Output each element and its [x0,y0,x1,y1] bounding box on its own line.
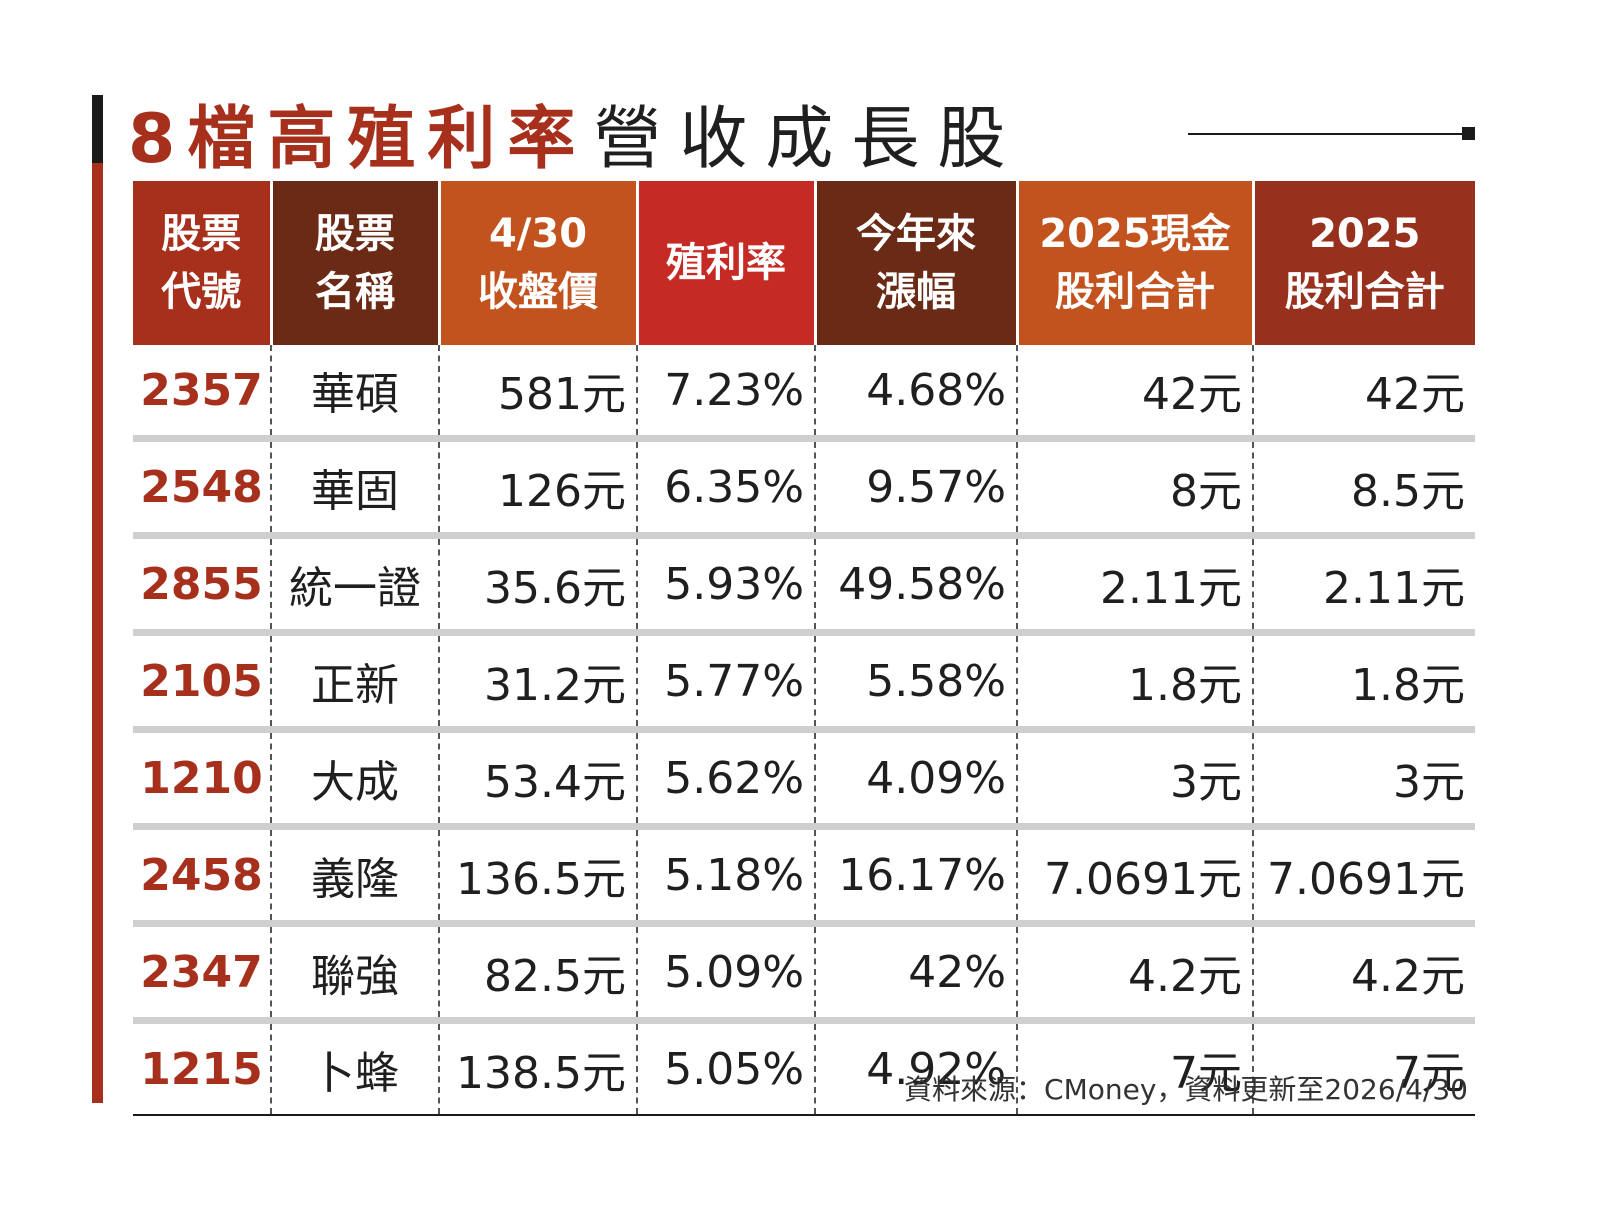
cell-stock-code: 1210 [133,729,272,830]
header-label-line1: 殖利率 [666,240,786,286]
cell-yield: 5.93% [637,535,816,636]
cell-close-price: 581元 [439,345,638,442]
cell-total-dividend: 8.5元 [1253,438,1475,539]
cell-close-price: 31.2元 [439,632,638,733]
stock-table: 股票 代號 股票 名稱 4/30 收盤價 殖利率 今年來 漲幅 2025現金 股利合計 2025 股利合… [133,181,1475,1116]
cell-ytd-change: 5.58% [815,632,1018,733]
cell-stock-name: 統一證 [271,535,440,636]
table-row: 2548 華固 126元 6.35% 9.57% 8元 8.5元 [133,438,1475,539]
table-header-row: 股票 代號 股票 名稱 4/30 收盤價 殖利率 今年來 漲幅 2025現金 股利合計 2025 股利合… [133,181,1475,345]
cell-close-price: 82.5元 [439,923,638,1024]
table-row: 2347 聯強 82.5元 5.09% 42% 4.2元 4.2元 [133,923,1475,1024]
header-close-price: 4/30 收盤價 [439,181,639,345]
cell-ytd-change: 16.17% [815,826,1018,927]
header-cash-dividend: 2025現金 股利合計 [1017,181,1255,345]
cell-close-price: 126元 [439,438,638,539]
cell-yield: 5.77% [637,632,816,733]
cell-stock-name: 正新 [271,632,440,733]
cell-stock-code: 1215 [133,1020,272,1116]
header-label-line1: 2025 [1309,211,1421,257]
title-rule-end-square [1462,127,1475,140]
source-note: 資料來源：CMoney，資料更新至2026/4/30 [904,1073,1468,1106]
title-rest: 營收成長股 [593,99,1024,179]
header-label-line2: 股利合計 [1055,269,1215,315]
cell-yield: 6.35% [637,438,816,539]
table-row: 2458 義隆 136.5元 5.18% 16.17% 7.0691元 7.0691元 [133,826,1475,927]
cell-close-price: 53.4元 [439,729,638,830]
header-label-line2: 收盤價 [478,269,598,315]
cell-stock-name: 卜蜂 [271,1020,440,1116]
cell-stock-code: 2458 [133,826,272,927]
cell-yield: 5.62% [637,729,816,830]
cell-cash-dividend: 2.11元 [1017,535,1254,636]
title-accent-bar [92,95,103,163]
cell-ytd-change: 4.68% [815,345,1018,442]
left-accent-bar [92,163,103,1103]
cell-stock-code: 2347 [133,923,272,1024]
cell-total-dividend: 42元 [1253,345,1475,442]
cell-yield: 7.23% [637,345,816,442]
cell-total-dividend: 7元 [1253,1020,1475,1116]
cell-cash-dividend: 3元 [1017,729,1254,830]
cell-total-dividend: 4.2元 [1253,923,1475,1024]
header-stock-name: 股票 名稱 [271,181,441,345]
cell-close-price: 138.5元 [439,1020,638,1116]
cell-stock-code: 2357 [133,345,272,442]
table-row: 2855 統一證 35.6元 5.93% 49.58% 2.11元 2.11元 [133,535,1475,636]
header-total-dividend: 2025 股利合計 [1253,181,1475,345]
header-ytd-change: 今年來 漲幅 [815,181,1019,345]
cell-close-price: 35.6元 [439,535,638,636]
page-title: 8檔高殖利率 營收成長股 [128,84,1023,180]
header-label-line2: 股利合計 [1284,269,1445,315]
cell-total-dividend: 7.0691元 [1253,826,1475,927]
table-row: 1210 大成 53.4元 5.62% 4.09% 3元 3元 [133,729,1475,830]
cell-cash-dividend: 7元 [1017,1020,1254,1116]
cell-yield: 5.18% [637,826,816,927]
cell-ytd-change: 4.92% [815,1020,1018,1116]
title-highlight: 8檔高殖利率 [128,99,588,179]
header-yield: 殖利率 [637,181,817,345]
cell-total-dividend: 3元 [1253,729,1475,830]
table-row: 2105 正新 31.2元 5.77% 5.58% 1.8元 1.8元 [133,632,1475,733]
table-row: 2357 華碩 581元 7.23% 4.68% 42元 42元 [133,345,1475,442]
header-label-line1: 股票 [161,211,242,257]
header-label-line2: 代號 [161,269,242,315]
header-label-line1: 股票 [315,211,395,257]
cell-stock-name: 華固 [271,438,440,539]
cell-cash-dividend: 42元 [1017,345,1254,442]
header-label-line1: 今年來 [856,211,976,257]
cell-cash-dividend: 1.8元 [1017,632,1254,733]
cell-ytd-change: 42% [815,923,1018,1024]
cell-ytd-change: 4.09% [815,729,1018,830]
cell-ytd-change: 49.58% [815,535,1018,636]
cell-stock-code: 2105 [133,632,272,733]
cell-yield: 5.09% [637,923,816,1024]
cell-stock-name: 義隆 [271,826,440,927]
title-rule-line [1188,133,1466,135]
header-stock-code: 股票 代號 [133,181,273,345]
cell-stock-name: 華碩 [271,345,440,442]
cell-stock-name: 聯強 [271,923,440,1024]
cell-cash-dividend: 4.2元 [1017,923,1254,1024]
cell-cash-dividend: 7.0691元 [1017,826,1254,927]
cell-cash-dividend: 8元 [1017,438,1254,539]
table-body: 2357 華碩 581元 7.23% 4.68% 42元 42元 2548 華固 126元 6.35… [133,345,1475,1116]
cell-stock-name: 大成 [271,729,440,830]
header-label-line1: 2025現金 [1039,211,1231,257]
cell-ytd-change: 9.57% [815,438,1018,539]
cell-close-price: 136.5元 [439,826,638,927]
cell-total-dividend: 1.8元 [1253,632,1475,733]
cell-stock-code: 2548 [133,438,272,539]
cell-yield: 5.05% [637,1020,816,1116]
cell-stock-code: 2855 [133,535,272,636]
header-label-line1: 4/30 [488,211,588,257]
header-label-line2: 名稱 [315,269,395,315]
table-row: 1215 卜蜂 138.5元 5.05% 4.92% 7元 7元 [133,1020,1475,1116]
header-label-line2: 漲幅 [876,269,956,315]
cell-total-dividend: 2.11元 [1253,535,1475,636]
